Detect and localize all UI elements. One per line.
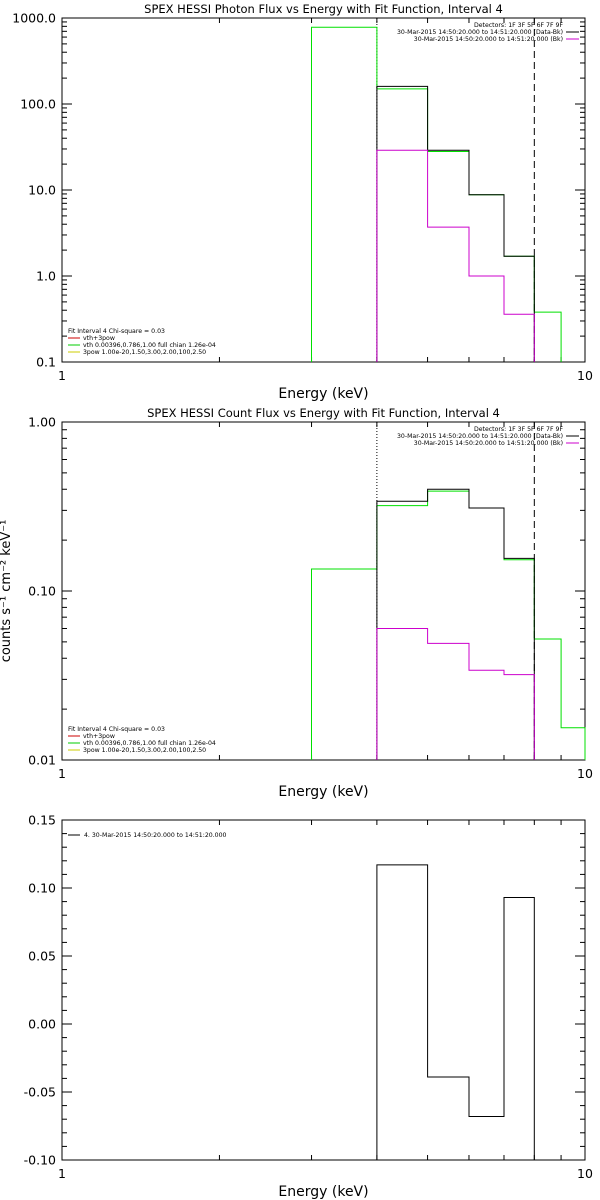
legend-bottom-left-text: vth 0.00396,0.786,1.00 full chian 1.26e-… (83, 740, 216, 747)
plot-frame (61, 17, 586, 363)
y-tick-label: -0.05 (24, 1085, 56, 1100)
y-tick-label: 0.15 (28, 813, 56, 828)
chart-title: SPEX HESSI Count Flux vs Energy with Fit… (147, 406, 500, 420)
spectrum-series-1 (376, 488, 535, 760)
residuals-panel: Energy (keV) 1 10 -0.10 -0.05 0.00 0.05 0.10 0.1… (24, 813, 593, 1200)
x-tick-label: 10 (577, 368, 593, 383)
y-tick-label: 1.00 (28, 415, 56, 430)
legend-top-right-text: Detectors: 1F 3F 5F 6F 7F 9F (474, 22, 563, 29)
chart-title: SPEX HESSI Photon Flux vs Energy with Fi… (144, 2, 503, 16)
x-tick-label: 1 (58, 766, 66, 781)
y-tick-label: 1.0 (36, 269, 56, 284)
x-axis-label: Energy (keV) (278, 386, 368, 402)
y-tick-label: 0.10 (28, 881, 56, 896)
legend-bottom-left-text: vth+3pow (83, 335, 115, 342)
spectrum-series-0 (376, 864, 535, 1160)
plot-frame (61, 819, 586, 1161)
x-tick-label: 10 (577, 766, 593, 781)
y-axis-label: counts s⁻¹ cm⁻² keV⁻¹ (0, 520, 14, 663)
spectrum-series-0 (311, 490, 586, 760)
y-tick-label: -0.10 (24, 1153, 56, 1168)
legend-bottom-left-text: vth+3pow (83, 733, 115, 740)
photon-flux-panel: SPEX HESSI Photon Flux vs Energy with Fi… (12, 2, 593, 402)
spectrum-series-0 (311, 26, 562, 362)
spectrum-series-1 (376, 85, 535, 362)
y-tick-label: 10.0 (28, 183, 56, 198)
count-flux-panel: SPEX HESSI Count Flux vs Energy with Fit… (0, 406, 593, 800)
legend-bottom-left-text: 3pow 1.00e-20,1.50,3.00,2.00,100,2.50 (83, 349, 206, 356)
x-axis-label: Energy (keV) (278, 784, 368, 800)
y-tick-label: 0.05 (28, 949, 56, 964)
y-tick-label: 100.0 (20, 97, 56, 112)
spectrum-series-2 (376, 149, 535, 362)
y-tick-label: 0.00 (28, 1017, 56, 1032)
y-tick-label: 0.1 (36, 355, 56, 370)
legend-top-right-text: 30-Mar-2015 14:50:20.000 to 14:51:20.000… (397, 29, 563, 36)
y-tick-label: 0.01 (28, 753, 56, 768)
x-tick-label: 1 (58, 1166, 66, 1181)
x-axis-label: Energy (keV) (278, 1184, 368, 1200)
x-tick-label: 1 (58, 368, 66, 383)
plot-frame (61, 421, 586, 761)
legend-bottom-left-text: Fit Interval 4 Chi-square = 0.03 (68, 726, 165, 733)
legend-top-right-text: 30-Mar-2015 14:50:20.000 to 14:51:20.000… (414, 440, 563, 447)
spectrum-series-2 (376, 628, 535, 760)
legend-bottom-left-text: vth 0.00396,0.786,1.00 full chian 1.26e-… (83, 342, 216, 349)
x-tick-label: 10 (577, 1166, 593, 1181)
legend-bottom-left-text: Fit Interval 4 Chi-square = 0.03 (68, 328, 165, 335)
legend-top-right-text: 30-Mar-2015 14:50:20.000 to 14:51:20.000… (414, 36, 563, 43)
y-tick-label: 1000.0 (12, 11, 56, 26)
legend-bottom-left-text: 3pow 1.00e-20,1.50,3.00,2.00,100,2.50 (83, 747, 206, 754)
legend-top-right-text: Detectors: 1F 3F 5F 6F 7F 9F (474, 426, 563, 433)
y-tick-label: 0.10 (28, 584, 56, 599)
legend-top-left-text: 4. 30-Mar-2015 14:50:20.000 to 14:51:20.… (84, 832, 227, 839)
legend-top-right-text: 30-Mar-2015 14:50:20.000 to 14:51:20.000… (397, 433, 563, 440)
